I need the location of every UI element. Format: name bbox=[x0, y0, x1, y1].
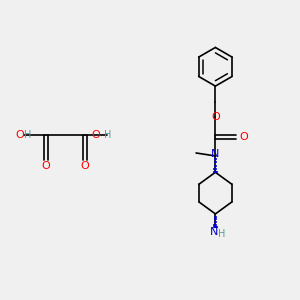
Text: N: N bbox=[210, 227, 218, 237]
Text: O: O bbox=[42, 161, 50, 171]
Text: O: O bbox=[91, 130, 100, 140]
Text: O: O bbox=[15, 130, 24, 140]
Text: H: H bbox=[218, 229, 225, 239]
Text: O: O bbox=[80, 161, 89, 171]
Text: H: H bbox=[24, 130, 31, 140]
Text: N: N bbox=[211, 149, 220, 160]
Text: O: O bbox=[211, 112, 220, 122]
Text: O: O bbox=[240, 132, 248, 142]
Text: H: H bbox=[104, 130, 111, 140]
